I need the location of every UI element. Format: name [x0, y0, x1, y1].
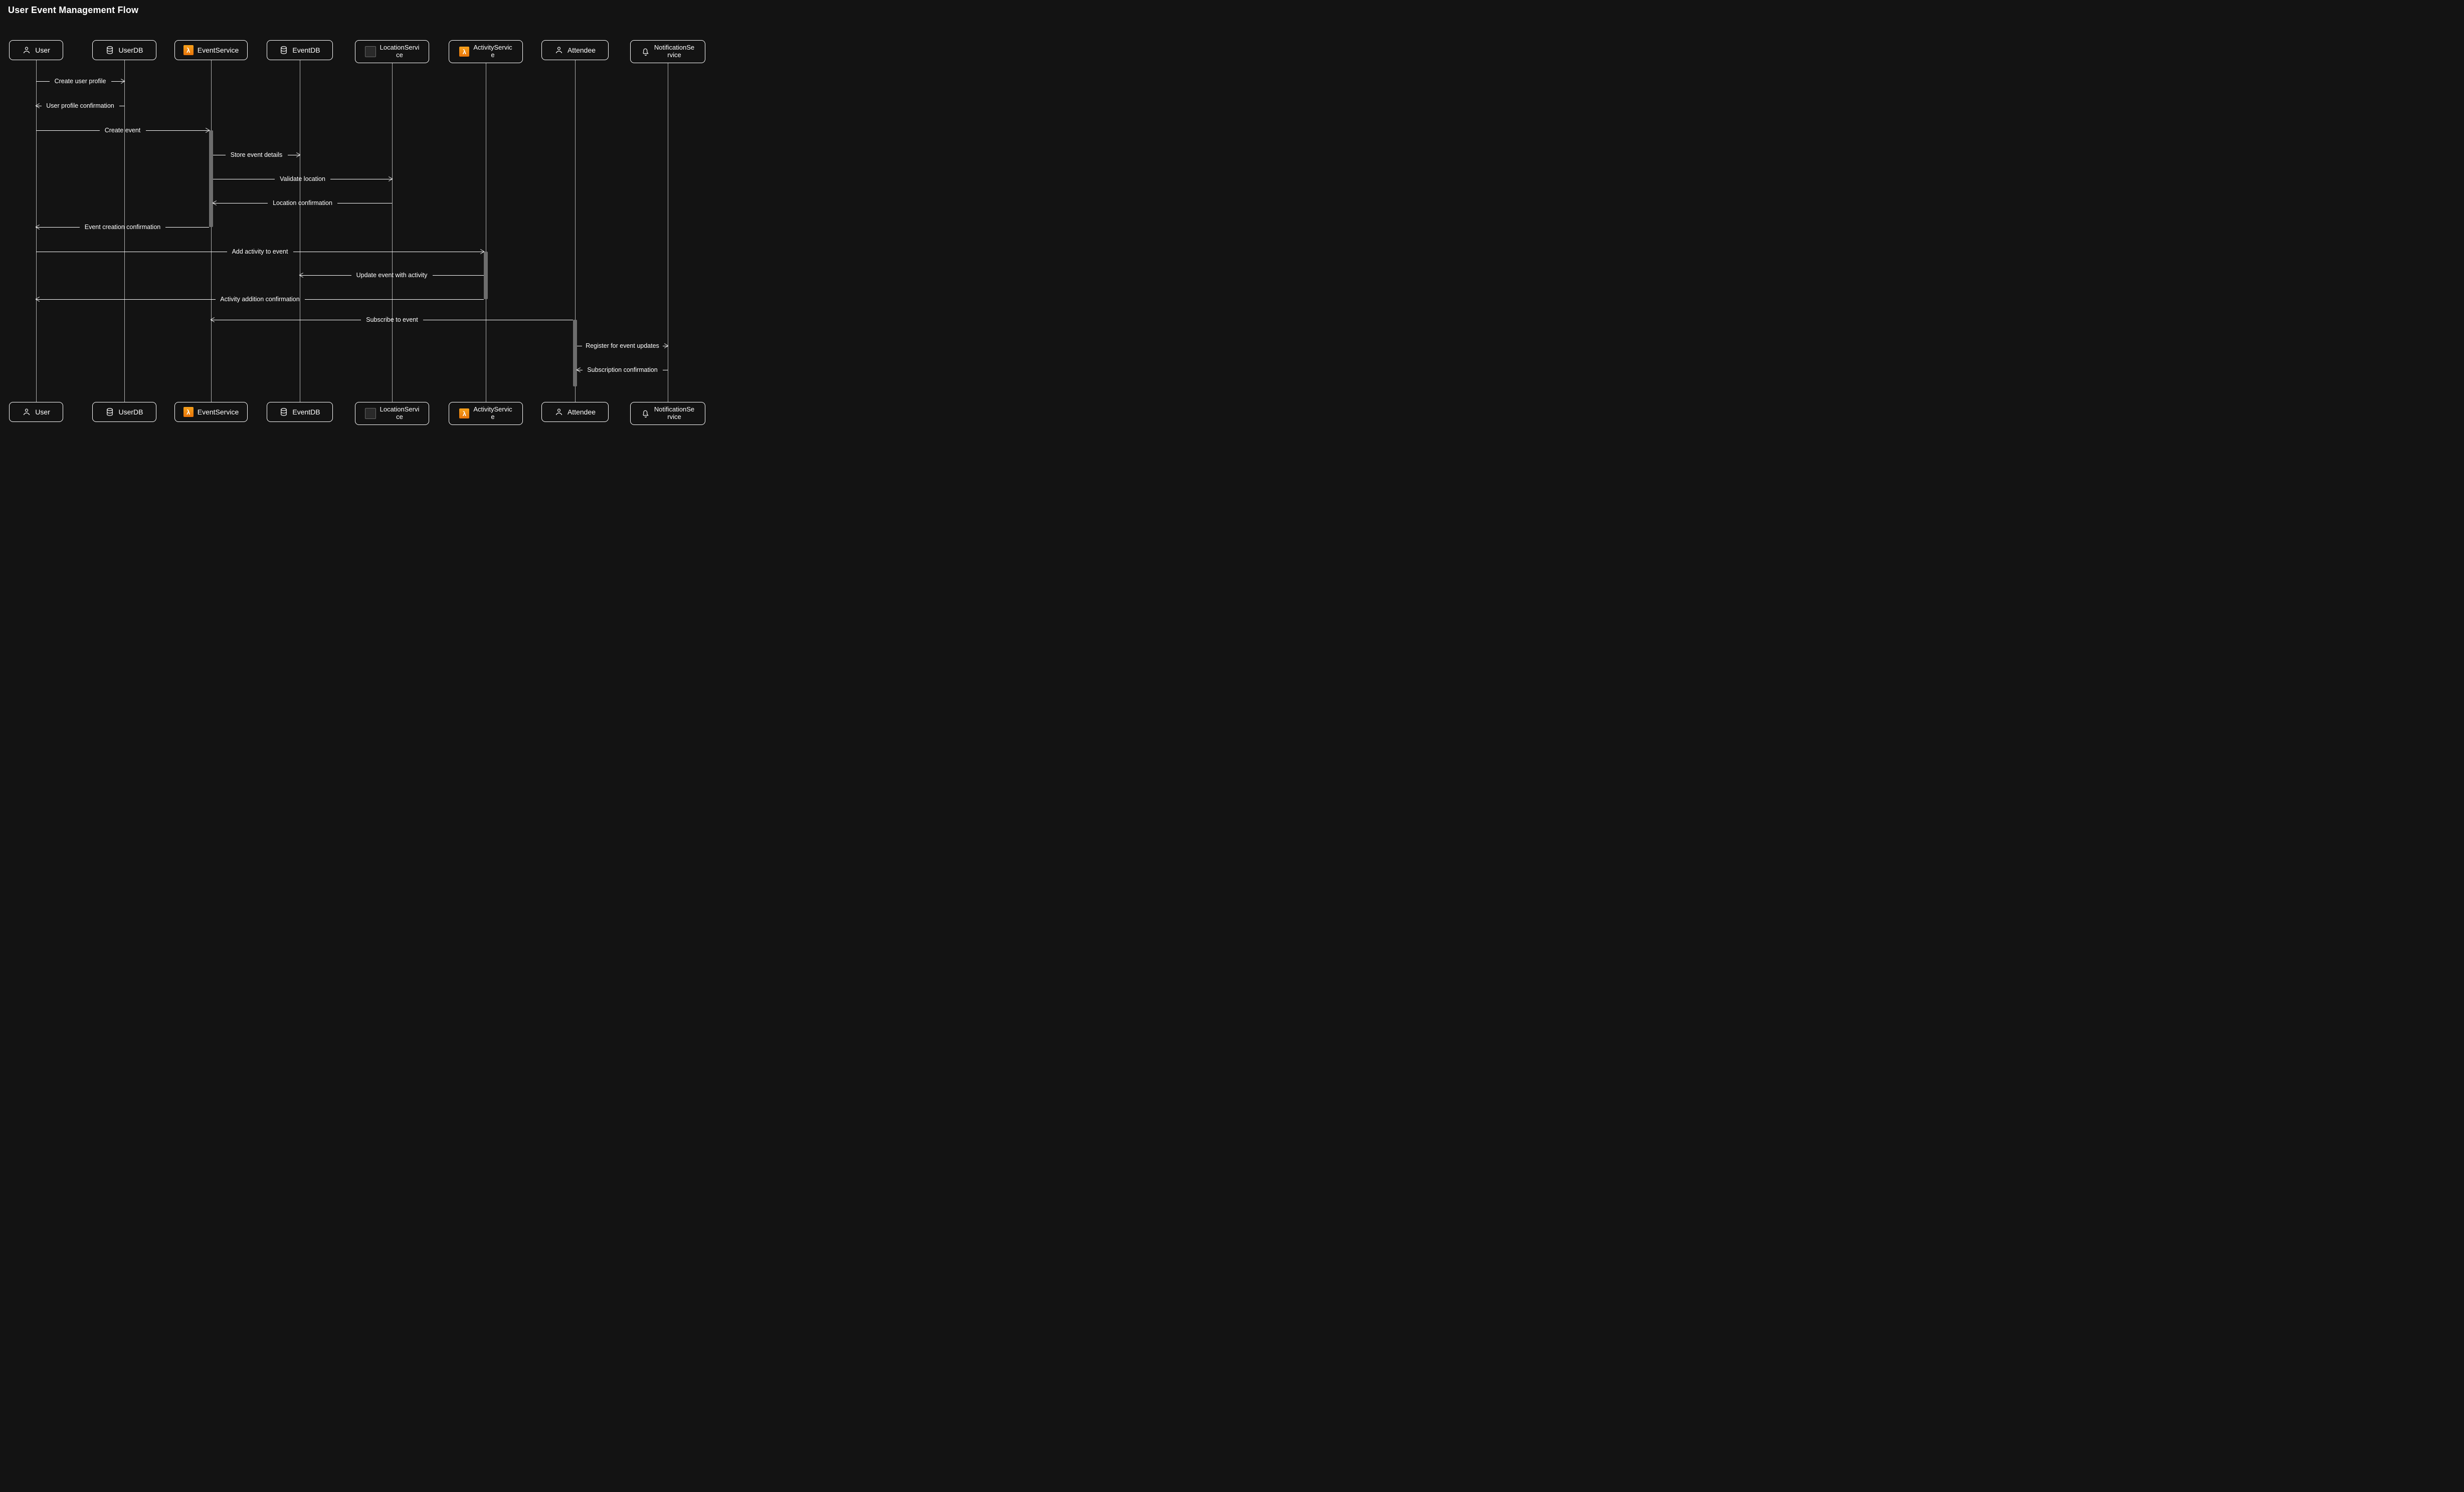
lifeline-userdb: [124, 60, 125, 402]
participant-actsvc: ActivityServic e: [449, 40, 523, 63]
message-label: Create event: [102, 127, 144, 134]
participant-actsvc: ActivityServic e: [449, 402, 523, 425]
lambda-icon: [459, 408, 469, 418]
bell-icon: [641, 47, 650, 56]
box-icon: [365, 46, 376, 57]
participant-label: UserDB: [118, 46, 143, 54]
message-label: Update event with activity: [353, 272, 431, 279]
participant-locsvc: LocationServi ce: [355, 40, 429, 63]
lambda-icon: [183, 45, 194, 55]
participant-label: LocationServi ce: [380, 44, 420, 59]
lambda-icon: [459, 408, 469, 418]
participant-user: User: [9, 402, 63, 422]
box-icon: [365, 408, 376, 419]
participant-label: LocationServi ce: [380, 406, 420, 421]
participant-label: UserDB: [118, 408, 143, 416]
person-icon: [22, 46, 31, 55]
person-icon: [554, 46, 563, 55]
message-label: Create user profile: [52, 78, 109, 85]
message-label: Subscription confirmation: [584, 366, 660, 373]
message-label: Add activity to event: [229, 248, 291, 255]
box-icon: [365, 46, 376, 57]
participant-label: Attendee: [567, 46, 596, 54]
arrowhead: [36, 297, 41, 302]
arrowhead: [213, 200, 218, 205]
activation-eventsvc: [209, 130, 213, 227]
participant-notif: NotificationSe rvice: [630, 40, 705, 63]
arrowhead: [36, 103, 41, 108]
arrowhead: [388, 176, 393, 181]
message-label: Validate location: [277, 175, 328, 182]
arrowhead: [120, 79, 125, 84]
lifeline-locsvc: [392, 63, 393, 402]
lambda-icon: [183, 407, 194, 417]
message-label: Store event details: [228, 151, 286, 158]
box-icon: [365, 408, 376, 419]
arrowhead: [295, 152, 300, 157]
person-icon: [22, 407, 31, 416]
participant-label: NotificationSe rvice: [654, 44, 694, 59]
arrowhead: [211, 317, 216, 322]
participant-notif: NotificationSe rvice: [630, 402, 705, 425]
activation-actsvc: [484, 252, 488, 299]
message-label: Activity addition confirmation: [217, 296, 302, 303]
participant-label: NotificationSe rvice: [654, 406, 694, 421]
participant-eventdb: EventDB: [267, 402, 333, 422]
activation-attendee: [573, 320, 577, 386]
participant-label: EventDB: [292, 408, 320, 416]
db-icon: [279, 46, 288, 55]
participant-user: User: [9, 40, 63, 60]
participant-label: Attendee: [567, 408, 596, 416]
participant-label: User: [35, 46, 50, 54]
lifeline-user: [36, 60, 37, 402]
participant-label: EventService: [198, 408, 239, 416]
lambda-icon: [183, 407, 194, 417]
participant-eventsvc: EventService: [174, 402, 248, 422]
participant-label: User: [35, 408, 50, 416]
person-icon: [554, 407, 563, 416]
message-label: Subscribe to event: [363, 316, 421, 323]
lambda-icon: [183, 45, 194, 55]
arrowhead: [36, 225, 41, 230]
participant-userdb: UserDB: [92, 40, 156, 60]
diagram-title: User Event Management Flow: [8, 5, 138, 16]
participant-eventsvc: EventService: [174, 40, 248, 60]
lambda-icon: [459, 47, 469, 57]
participant-label: EventService: [198, 46, 239, 54]
db-icon: [105, 46, 114, 55]
message-label: Register for event updates: [583, 342, 662, 349]
lifeline-eventsvc: [211, 60, 212, 402]
db-icon: [279, 407, 288, 416]
arrowhead: [299, 273, 304, 278]
db-icon: [105, 407, 114, 416]
participant-label: ActivityServic e: [473, 44, 512, 59]
message-label: User profile confirmation: [43, 102, 117, 109]
message-label: Location confirmation: [270, 199, 335, 206]
participant-label: ActivityServic e: [473, 406, 512, 421]
arrowhead: [577, 367, 582, 372]
participant-label: EventDB: [292, 46, 320, 54]
lambda-icon: [459, 47, 469, 57]
participant-userdb: UserDB: [92, 402, 156, 422]
participant-attendee: Attendee: [541, 402, 609, 422]
bell-icon: [641, 409, 650, 418]
arrowhead: [479, 249, 484, 254]
message-label: Event creation confirmation: [82, 224, 163, 231]
sequence-diagram: User Event Management Flow Create user p…: [0, 0, 742, 449]
participant-eventdb: EventDB: [267, 40, 333, 60]
participant-locsvc: LocationServi ce: [355, 402, 429, 425]
arrowhead: [663, 343, 668, 348]
arrowhead: [205, 128, 210, 133]
participant-attendee: Attendee: [541, 40, 609, 60]
